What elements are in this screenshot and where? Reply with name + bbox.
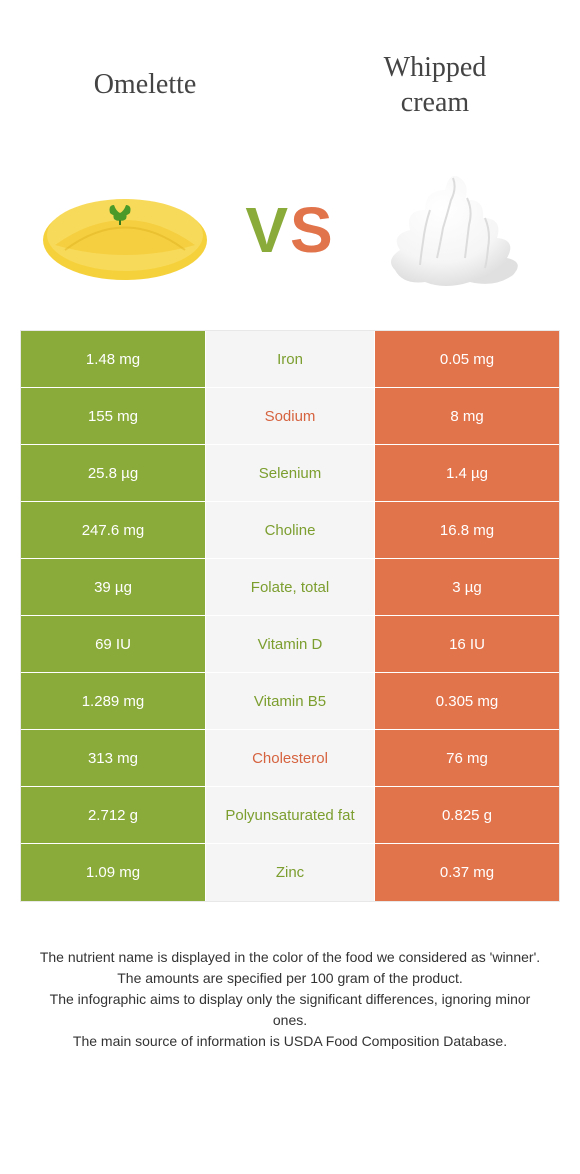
nutrient-row: 69 IUVitamin D16 IU	[21, 616, 559, 673]
footer-line-4: The main source of information is USDA F…	[35, 1031, 545, 1052]
nutrient-name: Zinc	[205, 844, 375, 901]
nutrient-row: 313 mgCholesterol76 mg	[21, 730, 559, 787]
images-row: VS	[0, 150, 580, 330]
left-value: 313 mg	[21, 730, 205, 786]
comparison-table: 1.48 mgIron0.05 mg155 mgSodium8 mg25.8 µ…	[20, 330, 560, 902]
nutrient-row: 1.09 mgZinc0.37 mg	[21, 844, 559, 901]
footer-notes: The nutrient name is displayed in the co…	[0, 902, 580, 1052]
infographic-container: Omelette Whipped cream VS	[0, 0, 580, 1052]
nutrient-name: Vitamin B5	[205, 673, 375, 729]
nutrient-row: 1.289 mgVitamin B50.305 mg	[21, 673, 559, 730]
nutrient-name: Sodium	[205, 388, 375, 444]
right-value: 0.37 mg	[375, 844, 559, 901]
right-value: 16.8 mg	[375, 502, 559, 558]
left-value: 1.48 mg	[21, 331, 205, 387]
vs-label: VS	[230, 198, 350, 262]
right-value: 76 mg	[375, 730, 559, 786]
title-right: Whipped cream	[290, 50, 580, 120]
nutrient-row: 25.8 µgSelenium1.4 µg	[21, 445, 559, 502]
left-value: 155 mg	[21, 388, 205, 444]
nutrient-row: 39 µgFolate, total3 µg	[21, 559, 559, 616]
left-value: 247.6 mg	[21, 502, 205, 558]
right-value: 8 mg	[375, 388, 559, 444]
left-value: 39 µg	[21, 559, 205, 615]
titles-row: Omelette Whipped cream	[0, 0, 580, 150]
right-value: 16 IU	[375, 616, 559, 672]
title-left: Omelette	[0, 69, 290, 101]
right-value: 0.05 mg	[375, 331, 559, 387]
nutrient-row: 1.48 mgIron0.05 mg	[21, 331, 559, 388]
left-value: 69 IU	[21, 616, 205, 672]
left-value: 2.712 g	[21, 787, 205, 843]
nutrient-row: 155 mgSodium8 mg	[21, 388, 559, 445]
footer-line-3: The infographic aims to display only the…	[35, 989, 545, 1031]
nutrient-name: Iron	[205, 331, 375, 387]
nutrient-name: Selenium	[205, 445, 375, 501]
title-right-line1: Whipped	[384, 52, 487, 83]
nutrient-name: Vitamin D	[205, 616, 375, 672]
whipped-cream-image	[350, 160, 560, 300]
nutrient-name: Polyunsaturated fat	[205, 787, 375, 843]
left-value: 25.8 µg	[21, 445, 205, 501]
right-value: 3 µg	[375, 559, 559, 615]
omelette-image	[20, 165, 230, 295]
omelette-icon	[35, 165, 215, 295]
right-value: 0.305 mg	[375, 673, 559, 729]
right-value: 0.825 g	[375, 787, 559, 843]
vs-s: S	[290, 194, 335, 266]
nutrient-row: 2.712 gPolyunsaturated fat0.825 g	[21, 787, 559, 844]
vs-v: V	[245, 194, 290, 266]
nutrient-row: 247.6 mgCholine16.8 mg	[21, 502, 559, 559]
left-value: 1.289 mg	[21, 673, 205, 729]
nutrient-name: Cholesterol	[205, 730, 375, 786]
left-value: 1.09 mg	[21, 844, 205, 901]
whipped-cream-icon	[375, 160, 535, 300]
right-value: 1.4 µg	[375, 445, 559, 501]
nutrient-name: Folate, total	[205, 559, 375, 615]
title-right-line2: cream	[401, 87, 469, 118]
footer-line-2: The amounts are specified per 100 gram o…	[35, 968, 545, 989]
footer-line-1: The nutrient name is displayed in the co…	[35, 947, 545, 968]
nutrient-name: Choline	[205, 502, 375, 558]
